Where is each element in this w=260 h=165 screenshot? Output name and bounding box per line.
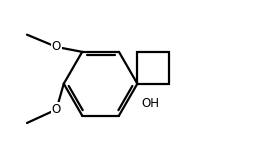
Text: O: O xyxy=(52,103,61,116)
Text: OH: OH xyxy=(141,97,159,110)
Text: O: O xyxy=(52,40,61,53)
